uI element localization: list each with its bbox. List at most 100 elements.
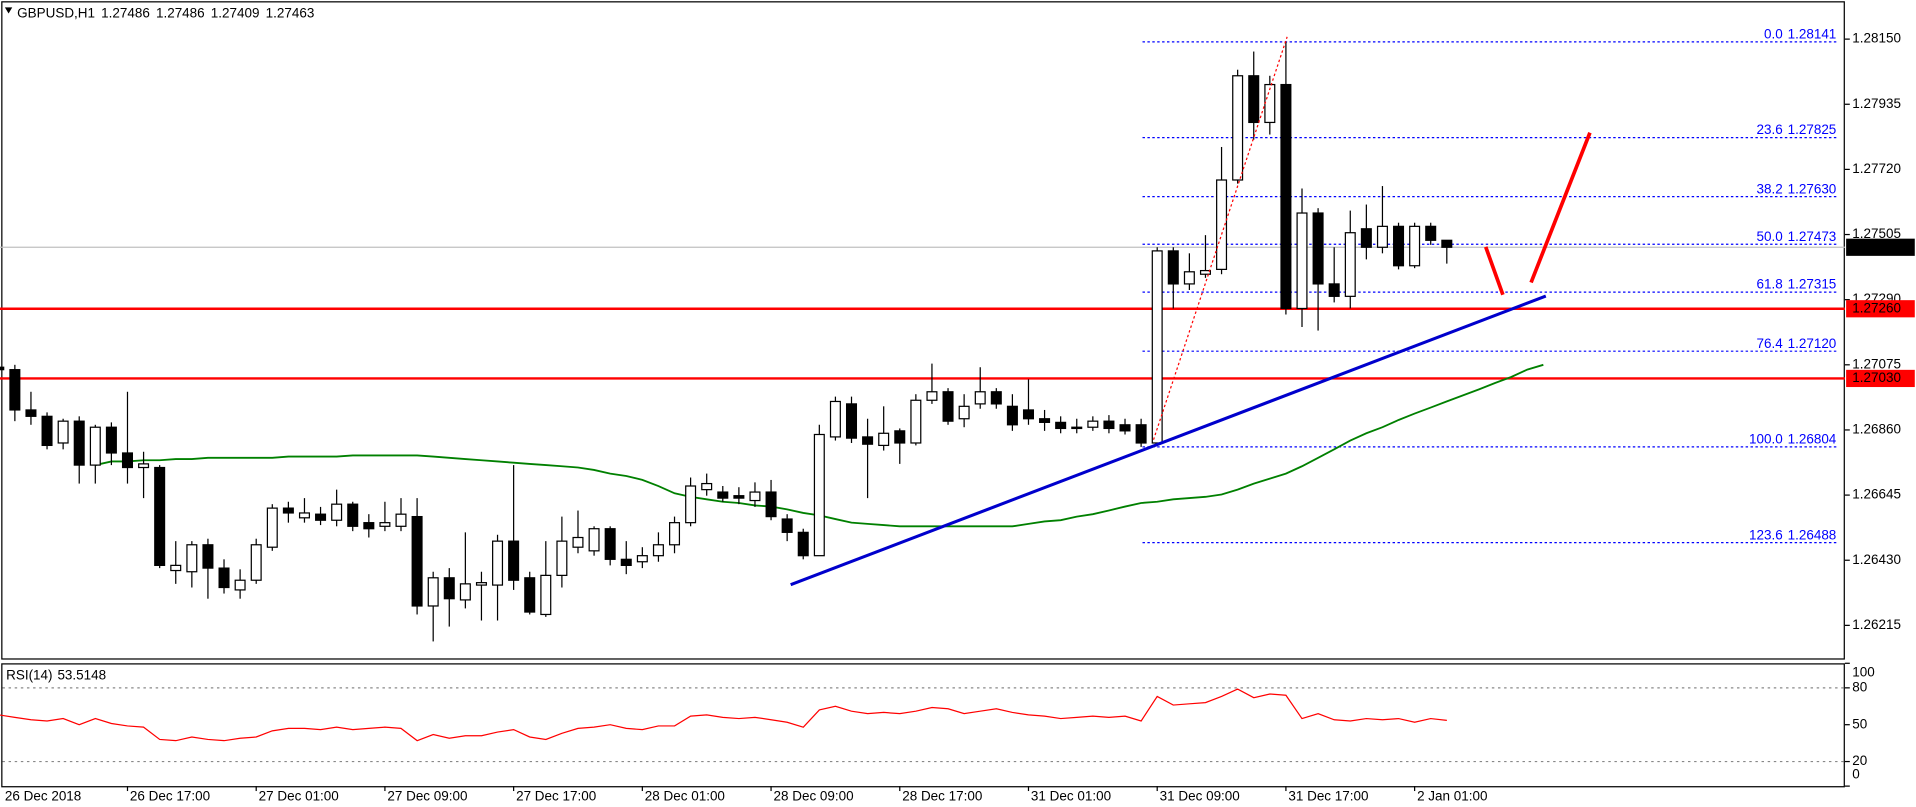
rsi-panel-frame (1, 663, 1845, 788)
fibo-ratio: 61.8 (1756, 276, 1782, 291)
x-tick-label: 31 Dec 01:00 (1031, 789, 1111, 804)
rsi-title: RSI(14) (6, 667, 52, 682)
x-tick-label: 26 Dec 2018 (5, 789, 81, 804)
candle-body (1232, 75, 1244, 181)
candle-body (121, 452, 134, 469)
level-tag-label: 1.27030 (1852, 370, 1901, 385)
rsi-line (0, 688, 1447, 742)
candle-body (363, 522, 375, 530)
candle-body (1103, 420, 1115, 430)
arrow-up-annotation (1529, 131, 1592, 284)
fibo-ratio: 23.6 (1756, 122, 1782, 137)
candle-body (669, 522, 681, 546)
header-low: 1.27409 (211, 5, 260, 20)
level-tag-label: 1.27260 (1852, 300, 1901, 315)
candle-body (25, 409, 37, 417)
candle-body (1151, 250, 1163, 444)
rsi-y-tick-label: 100 (1852, 665, 1874, 680)
candle-body (1039, 418, 1051, 423)
candle-body (556, 540, 568, 576)
y-tick-label: 1.26860 (1852, 422, 1901, 437)
dropdown-icon[interactable] (4, 7, 13, 14)
candle-body (1216, 179, 1228, 270)
fibo-label: 100.0 1.26804 (1749, 431, 1837, 446)
y-tick-label: 1.27505 (1852, 226, 1901, 241)
candle-body (331, 503, 343, 521)
candle-body (427, 577, 439, 607)
candle-body (781, 518, 793, 533)
x-tick-label: 31 Dec 17:00 (1288, 789, 1368, 804)
fibo-ratio: 76.4 (1756, 335, 1783, 350)
arrow-down-annotation (1483, 246, 1505, 296)
candle-body (926, 391, 938, 401)
x-tick-label: 28 Dec 17:00 (902, 789, 982, 804)
fibo-ratio: 100.0 (1749, 431, 1783, 446)
candle-body (1087, 420, 1099, 428)
candle-body (652, 544, 664, 557)
rsi-current: 53.5148 (57, 667, 106, 682)
candle-body (411, 515, 423, 607)
candle-body (813, 433, 825, 557)
candle-body (797, 531, 809, 557)
fibo-ratio: 50.0 (1756, 228, 1782, 243)
candle-body (0, 366, 5, 371)
candle-body (508, 540, 520, 581)
candle-body (572, 536, 584, 548)
candle-body (765, 491, 777, 518)
marks-layer (0, 41, 1453, 742)
candle-body (910, 399, 922, 444)
candle-body (1264, 83, 1276, 124)
x-tick-label: 28 Dec 09:00 (774, 789, 854, 804)
fibo-price: 1.27315 (1788, 276, 1837, 291)
candle-body (717, 491, 729, 499)
candle-body (1441, 239, 1453, 248)
candle-body (492, 540, 504, 586)
candle-body (1183, 271, 1195, 285)
fibo-price: 1.28141 (1788, 26, 1837, 41)
fibo-label: 50.0 1.27473 (1756, 228, 1836, 243)
level-tag (1846, 300, 1915, 318)
candle-body (620, 558, 632, 566)
fibo-label: 38.2 1.27630 (1756, 181, 1836, 196)
candle-body (829, 400, 841, 438)
candle-body (1167, 250, 1179, 285)
candle-body (1409, 225, 1421, 267)
candle-body (1135, 424, 1147, 444)
candle-body (540, 574, 552, 616)
symbol: GBPUSD,H1 (17, 5, 95, 20)
y-tick-label: 1.26645 (1852, 487, 1901, 502)
y-tick-label: 1.27935 (1852, 96, 1901, 111)
price-tag-label: 1.27463 (1852, 239, 1901, 254)
x-tick-label: 27 Dec 01:00 (259, 789, 339, 804)
candle-body (1328, 283, 1340, 297)
candle-body (1280, 83, 1292, 310)
candle-body (73, 420, 85, 466)
candle-body (266, 507, 278, 548)
candle-body (347, 503, 359, 527)
candle-body (878, 432, 890, 447)
candle-body (379, 522, 391, 527)
candle-body (942, 391, 954, 422)
candle-body (154, 466, 166, 566)
fibo-ratio: 0.0 (1764, 26, 1783, 41)
x-tick-label: 26 Dec 17:00 (130, 789, 210, 804)
candle-body (845, 403, 858, 439)
candle-body (733, 495, 745, 499)
candle-body (1393, 225, 1405, 267)
fibo-anchor-line (1152, 36, 1288, 440)
candle-body (138, 463, 150, 469)
candle-body (282, 507, 294, 514)
header-high: 1.27486 (156, 5, 205, 20)
candle-body (395, 513, 407, 527)
header-close: 1.27463 (266, 5, 315, 20)
candle-body (315, 513, 327, 521)
x-tick-label: 2 Jan 01:00 (1417, 789, 1487, 804)
candle-body (234, 579, 246, 591)
candle-body (974, 391, 986, 405)
trend-line (790, 294, 1547, 587)
rsi-y-tick-label: 20 (1852, 753, 1867, 768)
fibo-price: 1.26804 (1788, 431, 1837, 446)
candle-body (475, 582, 487, 586)
